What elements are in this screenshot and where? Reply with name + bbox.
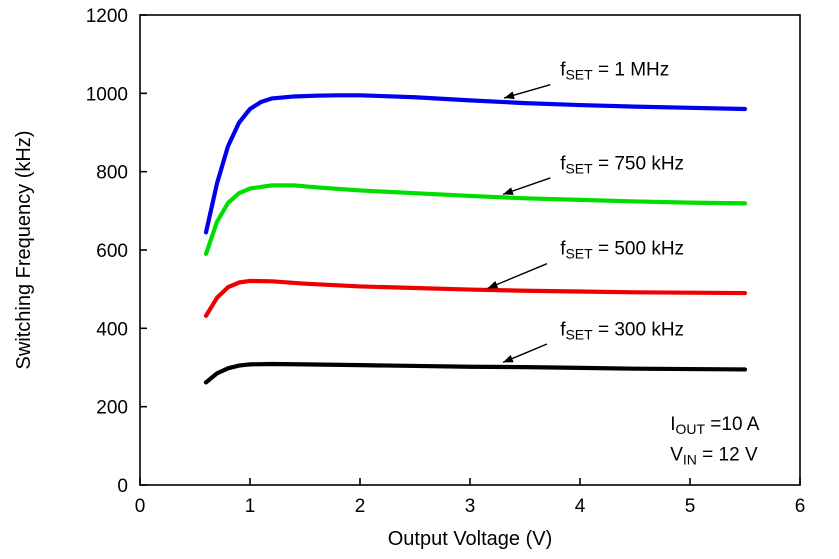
y-tick-label: 1000 [86,84,128,105]
y-axis-label: Switching Frequency (kHz) [13,131,35,370]
y-tick-label: 0 [117,476,128,497]
annotation-arrow [487,263,548,290]
x-tick-label: 0 [135,496,146,517]
plot-area: 0 1 2 3 4 5 6 0 200 400 600 800 1000 1200 fSET = 1 MHz… [86,6,806,517]
annotation-text: fSET = 1 MHz [560,60,669,83]
series-line [203,183,748,257]
series-line [203,361,748,385]
y-tick-label: 600 [96,241,128,262]
annotation-arrow [502,177,551,196]
x-axis-label: Output Voltage (V) [388,528,553,550]
y-tick-label: 800 [96,163,128,184]
annotation-text: IOUT =10 A [670,414,760,437]
plot-frame [139,14,801,486]
y-tick-label: 400 [96,319,128,340]
annotation-arrow [503,84,551,100]
annotation-text: VIN = 12 V [670,445,758,468]
x-tick-label: 6 [795,496,806,517]
series-line [203,93,748,235]
annotation-arrow [502,343,548,364]
series-line [203,278,748,318]
x-tick-label: 5 [685,496,696,517]
annotation-text: fSET = 300 kHz [560,319,684,342]
x-tick-label: 4 [575,496,586,517]
x-tick-label: 3 [465,496,476,517]
y-tick-label: 200 [96,398,128,419]
annotation-text: fSET = 750 kHz [560,153,684,176]
x-tick-label: 1 [245,496,256,517]
x-tick-label: 2 [355,496,366,517]
y-tick-label: 1200 [86,6,128,27]
annotation-text: fSET = 500 kHz [560,239,684,262]
